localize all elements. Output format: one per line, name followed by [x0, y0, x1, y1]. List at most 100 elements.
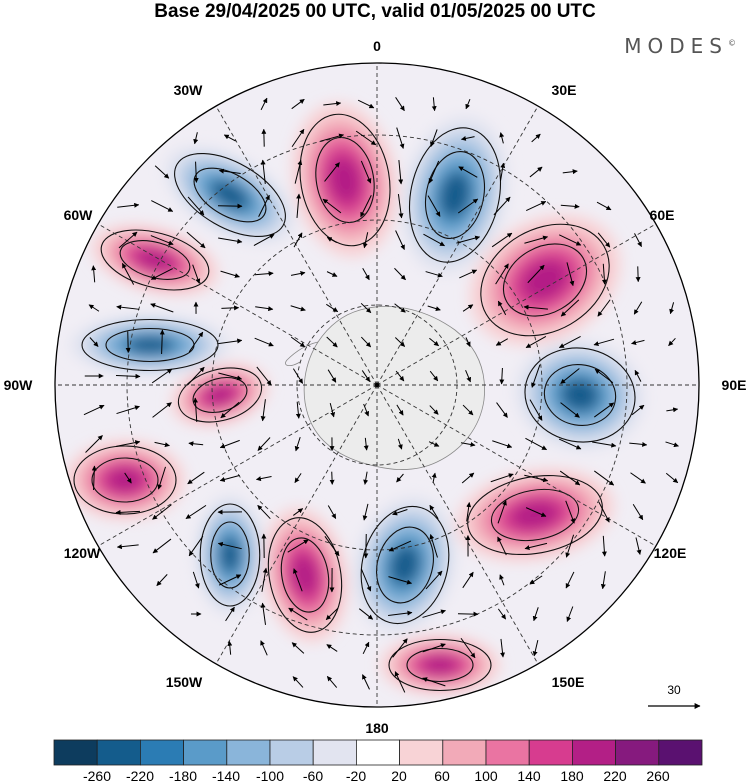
- wind-arrow: [565, 571, 575, 589]
- wind-arrow: [355, 130, 377, 146]
- cb-tick: 180: [560, 768, 584, 783]
- cb-tick: 220: [603, 768, 627, 783]
- wind-arrow: [634, 233, 642, 248]
- anomaly-contour: [174, 152, 286, 238]
- anomaly-contour: [299, 113, 391, 247]
- wind-arrow: [594, 402, 615, 418]
- anomaly-contour: [280, 537, 330, 613]
- wind-arrow: [150, 303, 174, 313]
- wind-arrow: [218, 338, 243, 345]
- wind-arrow: [495, 338, 509, 346]
- cb-tick: -180: [169, 768, 197, 783]
- wind-arrow: [597, 299, 611, 317]
- wind-arrow: [635, 537, 642, 555]
- brand-mark: ©: [728, 38, 736, 48]
- anomaly-contour: [91, 457, 159, 503]
- wind-arrow: [322, 198, 342, 214]
- wind-arrow: [429, 370, 439, 382]
- wind-arrow: [186, 231, 206, 249]
- wind-arrow: [593, 338, 615, 347]
- wind-arrow: [397, 438, 403, 450]
- negative-anomaly-shade: [560, 378, 600, 412]
- wind-arrow: [294, 159, 303, 184]
- wind-arrow: [324, 162, 340, 182]
- wind-arrow: [496, 402, 508, 418]
- antarctica-coast: [303, 306, 485, 470]
- wind-arrow: [525, 507, 547, 517]
- wind-arrow: [396, 127, 405, 149]
- wind-arrow: [258, 194, 270, 217]
- negative-anomaly-shade: [126, 336, 174, 354]
- wind-arrow: [291, 642, 305, 654]
- wind-arrow: [121, 262, 135, 285]
- wind-arrow: [288, 607, 308, 621]
- wind-arrow: [220, 270, 240, 278]
- wind-arrow: [565, 500, 576, 524]
- latitude-circle: [126, 134, 628, 636]
- wind-arrow: [566, 606, 574, 622]
- wind-arrow: [597, 232, 611, 248]
- wind-arrow: [193, 132, 199, 145]
- wind-arrow: [116, 405, 140, 415]
- wind-arrow: [493, 196, 511, 216]
- cb-tick: -100: [256, 768, 284, 783]
- wind-arrow: [360, 195, 372, 218]
- wind-arrow: [565, 534, 575, 558]
- wind-arrow: [425, 271, 443, 278]
- reference-vector: 30: [648, 683, 701, 709]
- wind-arrow: [457, 198, 479, 214]
- cb-tick: -140: [212, 768, 240, 783]
- anomaly-contour: [376, 526, 434, 604]
- wind-arrow: [429, 534, 438, 558]
- wind-arrow: [392, 638, 408, 658]
- wind-arrow: [460, 637, 476, 659]
- wind-arrow: [125, 331, 131, 353]
- anomaly-contour: [490, 488, 580, 542]
- lon-label-60w: 60W: [64, 207, 94, 223]
- wind-arrow: [257, 504, 271, 520]
- wind-arrow: [83, 404, 105, 416]
- wind-arrow: [558, 234, 582, 246]
- wind-arrow: [559, 470, 581, 486]
- modes-logo: MODES©: [624, 34, 736, 58]
- wind-arrow: [499, 132, 505, 144]
- wind-arrow: [192, 264, 201, 284]
- wind-arrow: [524, 474, 549, 483]
- wind-arrow: [287, 539, 309, 553]
- wind-arrow: [116, 440, 141, 447]
- positive-anomaly-shade: [511, 501, 559, 529]
- wind-arrow: [363, 471, 369, 485]
- positive-anomaly-shade: [136, 249, 174, 271]
- wind-arrow: [188, 441, 204, 447]
- wind-arrow: [188, 535, 204, 557]
- wind-arrow: [456, 235, 481, 244]
- lon-label-60e: 60E: [650, 207, 675, 223]
- cb-tick: 20: [391, 768, 407, 783]
- wind-arrow: [290, 271, 306, 276]
- wind-arrow: [295, 401, 301, 419]
- wind-arrow: [529, 399, 543, 421]
- colorbar-swatch: [96, 739, 141, 766]
- wind-arrow: [152, 504, 172, 520]
- wind-arrow: [497, 500, 507, 524]
- wind-arrow: [500, 638, 506, 658]
- wind-arrow: [631, 339, 645, 345]
- wind-arrow: [193, 397, 199, 423]
- wind-arrow: [151, 200, 174, 212]
- wind-arrow: [499, 367, 505, 385]
- wind-arrow: [594, 368, 614, 384]
- antarctica-landmass: [285, 306, 485, 470]
- wind-arrow: [388, 576, 413, 585]
- wind-arrow: [329, 471, 335, 485]
- wind-arrow: [124, 472, 132, 484]
- cb-tick: -20: [346, 768, 366, 783]
- wind-arrow: [188, 331, 204, 353]
- wind-arrow: [394, 303, 406, 313]
- positive-anomaly-shade: [205, 385, 235, 405]
- wind-arrow: [157, 466, 166, 490]
- wind-arrow: [293, 508, 304, 516]
- anomaly-contour: [408, 127, 502, 263]
- negative-anomaly-shade: [210, 180, 250, 210]
- wind-arrow: [152, 402, 172, 418]
- wind-arrow: [151, 368, 173, 384]
